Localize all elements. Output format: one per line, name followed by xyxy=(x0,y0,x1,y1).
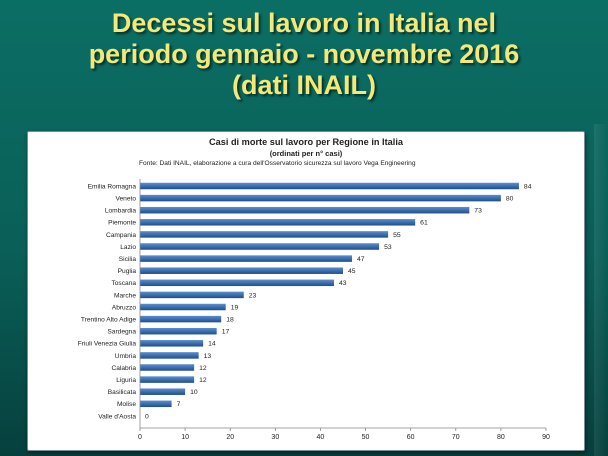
slide-decoration xyxy=(594,124,608,456)
bar xyxy=(140,267,343,274)
category-label: Sicilia xyxy=(119,256,137,263)
category-label: Marche xyxy=(114,292,136,299)
bar xyxy=(140,231,389,238)
value-label: 80 xyxy=(506,196,514,203)
bar xyxy=(140,206,470,214)
bar xyxy=(140,303,226,311)
category-label: Lazio xyxy=(120,244,136,251)
value-label: 45 xyxy=(348,268,356,275)
slide-title-line-2: periodo gennaio - novembre 2016 xyxy=(88,39,520,69)
bar xyxy=(140,376,195,383)
category-label: Veneto xyxy=(115,196,136,203)
category-label: Basilicata xyxy=(108,389,137,396)
value-label: 55 xyxy=(393,232,401,239)
value-label: 7 xyxy=(177,401,181,408)
x-tick-label: 90 xyxy=(542,434,550,441)
value-label: 73 xyxy=(474,208,482,215)
value-label: 43 xyxy=(339,280,347,287)
value-label: 12 xyxy=(199,365,207,372)
chart-panel: Casi di morte sul lavoro per Regione in … xyxy=(27,131,585,451)
value-label: 47 xyxy=(357,256,365,263)
x-tick-label: 10 xyxy=(181,434,189,441)
value-label: 10 xyxy=(190,389,198,396)
category-label: Friuli Venezia Giulia xyxy=(78,341,137,348)
category-label: Valle d'Aosta xyxy=(98,413,136,420)
bar xyxy=(140,364,195,371)
value-label: 13 xyxy=(204,353,212,360)
value-label: 12 xyxy=(199,377,207,384)
slide-title-line-3: (dati INAIL) xyxy=(232,70,376,100)
category-label: Abruzzo xyxy=(112,304,137,311)
category-label: Sardegna xyxy=(107,329,136,336)
x-tick-label: 50 xyxy=(362,434,370,441)
category-label: Piemonte xyxy=(108,220,136,227)
category-label: Emilia Romagna xyxy=(88,183,137,190)
value-label: 17 xyxy=(222,329,230,336)
category-label: Umbria xyxy=(115,353,137,360)
category-label: Trentino Alto Adige xyxy=(81,317,136,324)
x-tick-label: 60 xyxy=(407,434,415,441)
bar xyxy=(140,400,172,408)
bar xyxy=(140,182,519,190)
bar xyxy=(140,352,199,359)
bar xyxy=(140,340,204,347)
value-label: 19 xyxy=(231,304,239,311)
value-label: 18 xyxy=(226,317,234,324)
x-tick-label: 30 xyxy=(271,434,279,441)
category-label: Puglia xyxy=(118,268,137,275)
category-label: Molise xyxy=(117,401,136,408)
bar xyxy=(140,327,217,335)
value-label: 14 xyxy=(208,341,216,348)
value-label: 0 xyxy=(145,413,149,420)
category-label: Liguria xyxy=(116,377,136,384)
bar xyxy=(140,279,334,287)
value-label: 84 xyxy=(524,183,532,190)
category-label: Lombardia xyxy=(105,208,136,215)
bar-chart: Emilia Romagna 84 Veneto 80 Lombardia 73 Piemo… xyxy=(78,179,550,441)
chart-source: Fonte: Dati INAIL, elaborazione a cura d… xyxy=(139,160,416,167)
x-tick-label: 70 xyxy=(452,434,460,441)
category-label: Toscana xyxy=(111,280,136,287)
slide-title-line-1: Decessi sul lavoro in Italia nel xyxy=(111,8,497,38)
value-label: 53 xyxy=(384,244,392,251)
chart-title: Casi di morte sul lavoro per Regione in … xyxy=(208,137,403,147)
x-tick-label: 80 xyxy=(497,434,505,441)
category-label: Calabria xyxy=(111,365,136,372)
bar xyxy=(140,291,244,299)
bar xyxy=(140,243,380,250)
category-label: Campania xyxy=(106,232,136,239)
x-tick-label: 20 xyxy=(226,434,234,441)
bar xyxy=(140,255,353,262)
x-tick-label: 40 xyxy=(317,434,325,441)
bar xyxy=(140,219,416,226)
chart-subtitle: (ordinati per n° casi) xyxy=(269,149,343,158)
bar xyxy=(140,388,186,395)
value-label: 23 xyxy=(249,292,257,299)
bar xyxy=(140,315,222,323)
bar xyxy=(140,194,501,202)
value-label: 61 xyxy=(420,220,428,227)
slide-title: Decessi sul lavoro in Italia nel periodo… xyxy=(0,8,608,101)
x-tick-label: 0 xyxy=(138,434,142,441)
